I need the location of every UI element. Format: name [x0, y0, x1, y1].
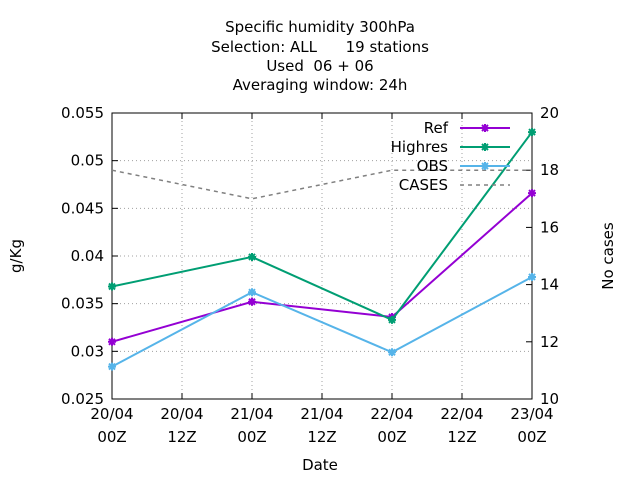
y2-tick-label: 12 [540, 333, 559, 351]
x-axis-ticks: 20/04 00Z 20/04 12Z 21/04 00Z 21/04 12Z 22/04 00Z… [90, 113, 554, 446]
data-point-highres [248, 252, 256, 261]
x-tick-label-date: 20/04 [160, 405, 203, 423]
x-tick-label-hour: 00Z [377, 428, 406, 446]
chart-title-line-3: Used 06 + 06 [266, 57, 374, 75]
x-tick-label-date: 21/04 [230, 405, 273, 423]
y-tick-label: 0.04 [71, 247, 104, 265]
grid-lines [112, 113, 532, 399]
y2-axis-label: No cases [599, 222, 617, 290]
y2-tick-label: 20 [540, 104, 559, 122]
y2-tick-label: 10 [540, 390, 559, 408]
series-line-cases [111, 169, 532, 200]
y2-tick-label: 18 [540, 161, 559, 179]
legend-marker-obs [481, 162, 489, 170]
chart-title-line-2: Selection: ALL 19 stations [211, 38, 429, 56]
x-axis-label: Date [302, 456, 338, 474]
legend-label-cases: CASES [399, 176, 448, 194]
x-tick-label-hour: 12Z [307, 428, 336, 446]
chart-title-line-1: Specific humidity 300hPa [225, 18, 415, 36]
y2-tick-label: 14 [540, 276, 559, 294]
legend-label-ref: Ref [424, 119, 449, 137]
y-tick-label: 0.05 [71, 152, 104, 170]
data-point-obs [528, 272, 536, 281]
y-axis-label: g/Kg [7, 239, 25, 273]
legend-marker-highres [481, 143, 489, 151]
y-tick-label: 0.055 [61, 104, 104, 122]
y-tick-label: 0.045 [61, 199, 104, 217]
series-line-highres [111, 131, 533, 322]
x-tick-label-date: 20/04 [90, 405, 133, 423]
series-group [108, 128, 536, 371]
data-point-obs [248, 288, 256, 297]
legend-marker-ref [481, 124, 489, 132]
x-tick-label-hour: 00Z [237, 428, 266, 446]
data-point-ref [248, 297, 256, 306]
data-point-highres [388, 315, 396, 324]
data-point-highres [528, 128, 536, 137]
x-tick-label-hour: 12Z [447, 428, 476, 446]
y-axis-ticks: 0.025 0.03 0.035 0.04 0.045 0.05 0.055 [61, 104, 118, 408]
x-tick-label-date: 21/04 [300, 405, 343, 423]
y2-tick-label: 16 [540, 218, 559, 236]
data-point-obs [108, 362, 116, 371]
x-tick-label-hour: 00Z [97, 428, 126, 446]
chart-title-line-4: Averaging window: 24h [232, 76, 408, 94]
y-tick-label: 0.025 [61, 390, 104, 408]
x-tick-label-date: 23/04 [510, 405, 553, 423]
x-tick-label-hour: 12Z [167, 428, 196, 446]
x-tick-label-hour: 00Z [517, 428, 546, 446]
series-line-ref [111, 192, 533, 343]
series-line-obs [111, 276, 533, 368]
legend-label-obs: OBS [417, 157, 448, 175]
data-point-ref [528, 189, 536, 198]
y2-axis-ticks: 10 12 14 16 18 20 [526, 104, 559, 408]
data-point-highres [108, 282, 116, 291]
legend-label-highres: Highres [391, 138, 449, 156]
x-tick-label-date: 22/04 [370, 405, 413, 423]
y-tick-label: 0.035 [61, 295, 104, 313]
data-point-ref [108, 337, 116, 346]
y-tick-label: 0.03 [71, 342, 104, 360]
data-point-obs [388, 348, 396, 357]
x-tick-label-date: 22/04 [440, 405, 483, 423]
